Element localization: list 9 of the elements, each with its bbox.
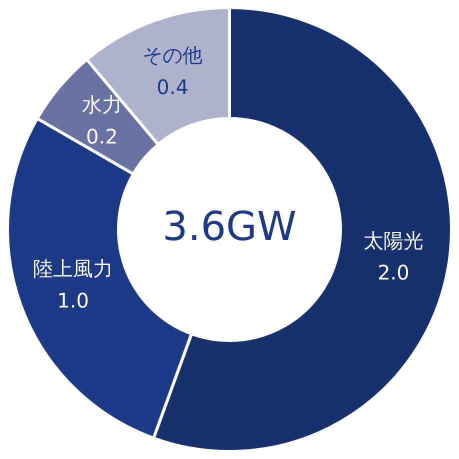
data-label: 1.0 [57, 288, 89, 313]
data-label: 2.0 [378, 260, 410, 285]
data-label: 0.2 [86, 124, 118, 149]
slice-label: その他 [142, 43, 203, 68]
slice-label: 陸上風力 [33, 256, 114, 281]
data-label: 0.4 [156, 75, 188, 100]
slice-label: 水力 [82, 92, 122, 117]
slice-label: 太陽光 [363, 228, 424, 253]
text: 3.6GW [162, 204, 297, 250]
